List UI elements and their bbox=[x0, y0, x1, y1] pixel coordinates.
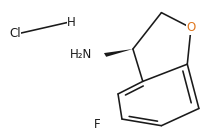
Text: Cl: Cl bbox=[9, 27, 21, 40]
Text: H₂N: H₂N bbox=[70, 48, 92, 61]
Text: O: O bbox=[186, 21, 196, 34]
Text: H: H bbox=[67, 16, 76, 29]
Polygon shape bbox=[104, 49, 133, 57]
Text: F: F bbox=[93, 118, 100, 131]
